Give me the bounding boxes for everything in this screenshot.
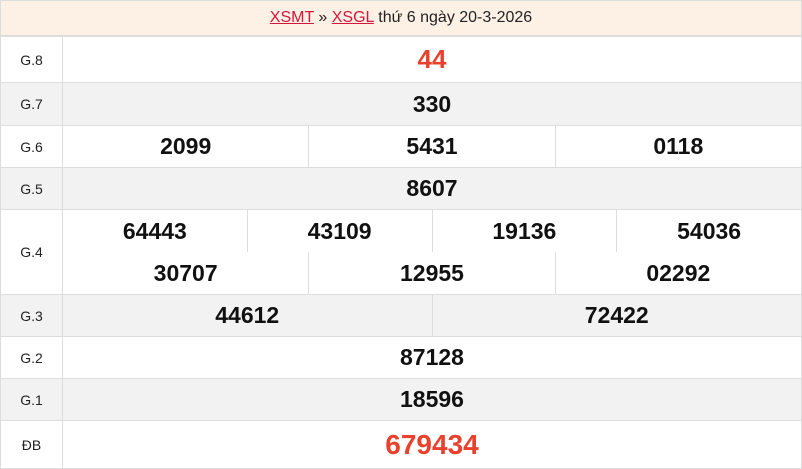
prize-row-g3: G.3 44612 72422	[0, 294, 802, 337]
prize-number: 64443	[122, 217, 187, 244]
prize-label: G.1	[0, 378, 63, 421]
prize-number: 12955	[308, 252, 554, 294]
prize-label: G.5	[0, 167, 63, 210]
prize-row-g8: G.8 44	[0, 36, 802, 83]
prize-row-g1: G.1 18596	[0, 378, 802, 421]
prize-row-g5: G.5 8607	[0, 167, 802, 210]
special-prize-number: 679434	[62, 420, 802, 469]
prize-label: G.3	[0, 294, 63, 337]
prize-number: 2099	[160, 133, 212, 159]
xsmt-link[interactable]: XSMT	[269, 9, 314, 26]
prize-row-g2: G.2 87128	[0, 336, 802, 379]
prize-number: 02292	[554, 252, 801, 294]
prize-number: 0118	[554, 126, 801, 167]
xsgl-link[interactable]: XSGL	[331, 9, 374, 26]
prize-number: 43109	[246, 210, 432, 252]
prize-label: ĐB	[0, 420, 63, 469]
draw-date-text: thứ 6 ngày 20-3-2026	[373, 9, 533, 26]
prize-label: G.4	[0, 209, 63, 295]
prize-number: 30707	[153, 259, 218, 286]
prize-row-special: ĐB 679434	[0, 420, 802, 469]
prize-number: 44612	[215, 302, 280, 328]
prize-number: 19136	[431, 210, 617, 252]
prize-label: G.2	[0, 336, 63, 379]
prize-row-g7: G.7 330	[0, 82, 802, 126]
prize-number: 8607	[62, 167, 802, 210]
results-table: G.8 44 G.7 330 G.6 2099 5431 0118 G.5 86…	[0, 36, 802, 469]
prize-label: G.6	[0, 125, 63, 168]
prize-row-g4: G.4 64443 43109 19136 54036 30707 12955 …	[0, 209, 802, 295]
prize-number: 87128	[62, 336, 802, 379]
prize-number: 44	[62, 36, 802, 83]
prize-row-g6: G.6 2099 5431 0118	[0, 125, 802, 168]
prize-number: 5431	[308, 126, 554, 167]
prize-number: 18596	[62, 378, 802, 421]
breadcrumb-separator: »	[313, 9, 332, 26]
prize-number: 54036	[616, 210, 801, 252]
prize-label: G.7	[0, 82, 63, 126]
prize-number: 72422	[431, 295, 802, 336]
prize-number: 330	[62, 82, 802, 126]
results-header: XSMT » XSGL thứ 6 ngày 20-3-2026	[0, 0, 802, 36]
prize-label: G.8	[0, 36, 63, 83]
